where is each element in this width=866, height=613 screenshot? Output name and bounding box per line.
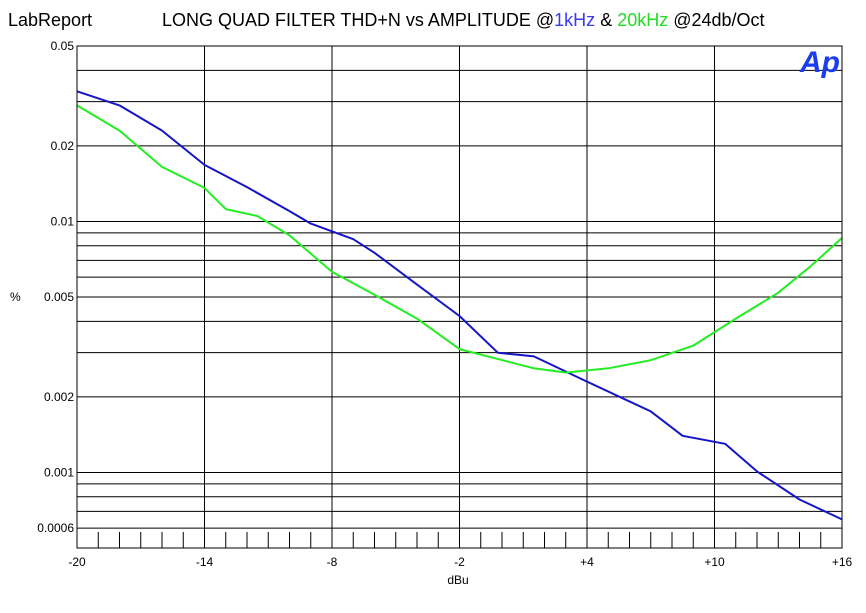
x-tick-label: +4 bbox=[580, 555, 594, 569]
series-lines bbox=[76, 90, 843, 521]
title-suffix: @24db/Oct bbox=[668, 10, 765, 30]
y-tick-label: 0.005 bbox=[44, 290, 74, 304]
y-tick-label: 0.001 bbox=[44, 465, 74, 479]
y-tick-label: 0.01 bbox=[51, 214, 75, 228]
title-1khz: 1kHz bbox=[554, 10, 596, 30]
title-ampersand: & bbox=[595, 10, 618, 30]
grid bbox=[76, 45, 843, 548]
y-tick-label: 0.0006 bbox=[37, 521, 74, 535]
y-tick-label: 0.02 bbox=[51, 139, 75, 153]
title-20khz: 20kHz bbox=[617, 10, 669, 30]
x-axis-label: dBu bbox=[447, 573, 468, 587]
app-label: LabReport bbox=[8, 10, 93, 30]
x-tick-label: -2 bbox=[454, 555, 465, 569]
x-tick-label: +16 bbox=[832, 555, 853, 569]
x-tick-labels: -20 -14 -8 -2 +4 +10 +16 bbox=[68, 555, 852, 569]
series-line-20khz bbox=[76, 104, 843, 374]
x-tick-label: -14 bbox=[196, 555, 214, 569]
x-tick-label: -20 bbox=[68, 555, 86, 569]
y-tick-labels: 0.05 0.02 0.01 0.005 0.002 0.001 0.0006 bbox=[37, 39, 74, 535]
y-axis-label: % bbox=[10, 290, 21, 304]
chart-title: LONG QUAD FILTER THD+N vs AMPLITUDE @1kH… bbox=[162, 10, 765, 31]
x-tick-label: +10 bbox=[704, 555, 725, 569]
title-prefix: LONG QUAD FILTER THD+N vs AMPLITUDE @ bbox=[162, 10, 555, 30]
ap-logo: Ap bbox=[799, 46, 840, 79]
y-tick-label: 0.002 bbox=[44, 390, 74, 404]
x-tick-label: -8 bbox=[327, 555, 338, 569]
plot-frame bbox=[76, 45, 843, 549]
series-line-1khz bbox=[76, 90, 843, 521]
minor-x-ticks bbox=[97, 532, 822, 548]
y-tick-label: 0.05 bbox=[51, 39, 75, 53]
